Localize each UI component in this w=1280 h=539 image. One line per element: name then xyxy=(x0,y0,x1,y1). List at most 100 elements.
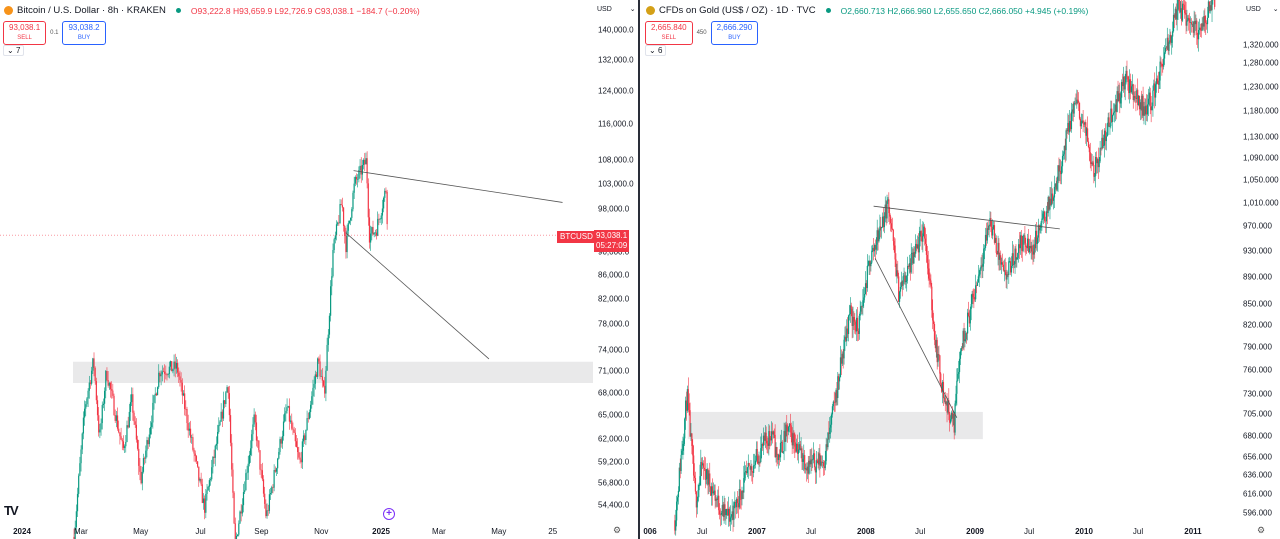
candle xyxy=(1166,37,1168,49)
btc-plot-area[interactable] xyxy=(0,0,640,539)
candle xyxy=(275,468,278,472)
candle xyxy=(1018,244,1021,249)
time-tick: Mar xyxy=(432,527,446,536)
candle xyxy=(1203,16,1205,27)
gold-chart-panel[interactable]: CFDs on Gold (US$ / OZ) · 1D · TVC O2,66… xyxy=(642,0,1280,539)
candle xyxy=(1210,5,1212,11)
candle xyxy=(244,490,246,493)
candle xyxy=(1009,261,1011,262)
indicators-toggle[interactable]: ⌄ 6 xyxy=(645,45,667,56)
candle xyxy=(101,405,103,424)
candle xyxy=(769,431,771,438)
buy-price: 2,666.290 xyxy=(716,23,753,32)
bar-countdown: 05:27:09 xyxy=(596,241,628,250)
candle xyxy=(728,508,731,522)
candle xyxy=(299,457,301,460)
goto-realtime-icon[interactable]: + xyxy=(383,508,395,520)
candle xyxy=(220,411,222,422)
ohlc-values: O93,222.8 H93,659.9 L92,726.9 C93,038.1 … xyxy=(191,6,420,16)
candle xyxy=(1005,272,1007,280)
candle xyxy=(262,479,265,494)
candle xyxy=(691,433,693,446)
candle xyxy=(380,215,382,220)
candle xyxy=(206,490,208,494)
price-tick: 116,000.0 xyxy=(598,119,633,129)
sell-button[interactable]: 93,038.1 SELL xyxy=(3,21,47,45)
btc-chart-panel[interactable]: Bitcoin / U.S. Dollar · 8h · KRAKEN O93,… xyxy=(0,0,640,539)
candle xyxy=(1095,157,1098,164)
symbol-title[interactable]: CFDs on Gold (US$ / OZ) · 1D · TVC xyxy=(659,5,816,16)
gold-plot-area[interactable] xyxy=(642,0,1280,539)
candle xyxy=(887,199,889,202)
candle xyxy=(144,458,146,459)
candle xyxy=(773,431,775,435)
candle xyxy=(1167,37,1169,51)
candle xyxy=(178,372,180,377)
symbol-title[interactable]: Bitcoin / U.S. Dollar · 8h · KRAKEN xyxy=(17,5,166,16)
chevron-down-icon: ⌄ xyxy=(629,6,636,13)
candle xyxy=(974,298,976,300)
candle xyxy=(327,334,329,345)
candle xyxy=(310,404,312,413)
candle xyxy=(187,423,189,431)
sell-button[interactable]: 2,665.840 SELL xyxy=(645,21,693,45)
time-tick: 2008 xyxy=(856,527,875,536)
candle xyxy=(751,466,753,472)
candle xyxy=(1043,211,1045,214)
candle xyxy=(219,421,221,426)
candle xyxy=(717,495,719,500)
candle xyxy=(111,389,113,391)
candle xyxy=(683,438,685,444)
candle xyxy=(778,454,780,461)
candle xyxy=(381,208,384,216)
candle xyxy=(675,520,677,531)
buy-button[interactable]: 93,038.2 BUY xyxy=(62,21,106,45)
candle xyxy=(253,414,255,425)
candle xyxy=(99,429,101,433)
candle xyxy=(803,455,805,460)
candle xyxy=(1064,145,1066,151)
candle xyxy=(731,511,733,517)
tradingview-logo[interactable]: TV xyxy=(4,503,19,518)
candle xyxy=(756,449,758,456)
buy-button[interactable]: 2,666.290 BUY xyxy=(710,21,759,45)
candle xyxy=(860,306,862,312)
candle xyxy=(947,400,949,413)
candle xyxy=(285,410,287,414)
candle xyxy=(295,441,298,448)
candle xyxy=(312,387,314,397)
candle xyxy=(371,227,373,234)
candle xyxy=(1001,262,1004,265)
candle xyxy=(1192,24,1194,33)
candle xyxy=(801,448,803,462)
candle xyxy=(723,504,725,517)
candle xyxy=(272,487,274,488)
candle xyxy=(195,456,198,462)
candle xyxy=(374,232,376,234)
candle xyxy=(774,434,776,458)
candle xyxy=(286,407,288,411)
candle xyxy=(161,371,163,375)
candle xyxy=(164,371,166,374)
candle xyxy=(915,243,918,249)
candle xyxy=(704,469,706,480)
currency-select[interactable]: USD ⌄ xyxy=(1246,5,1279,13)
candle xyxy=(1035,230,1037,249)
candle xyxy=(1202,23,1204,27)
candle xyxy=(833,401,835,403)
time-tick: Jul xyxy=(1132,527,1144,536)
candle xyxy=(1182,3,1184,5)
settings-gear-icon[interactable]: ⚙ xyxy=(1257,525,1266,535)
settings-gear-icon[interactable]: ⚙ xyxy=(613,525,622,535)
candle xyxy=(781,441,783,453)
candle xyxy=(1095,157,1097,176)
candle xyxy=(367,183,369,218)
currency-select[interactable]: USD ⌄ xyxy=(597,5,636,13)
trendline xyxy=(345,232,490,360)
indicators-toggle[interactable]: ⌄ 7 xyxy=(3,45,25,56)
candle xyxy=(1073,103,1075,114)
candle xyxy=(986,228,988,241)
candle xyxy=(828,432,830,434)
candle xyxy=(1108,117,1110,127)
candle xyxy=(1173,14,1176,18)
